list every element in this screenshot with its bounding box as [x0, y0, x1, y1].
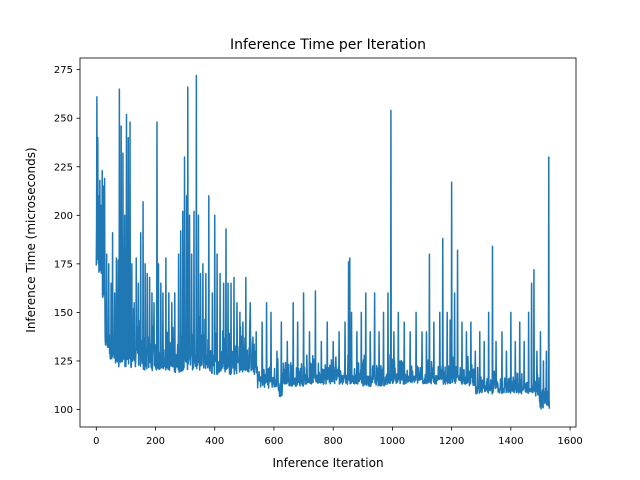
axes-layer: 0 200 400 600 800 1000 1200 1400 1600 100 125 150 17… — [54, 57, 583, 447]
x-tick-label: 1400 — [498, 436, 523, 447]
plot-layer — [95, 74, 551, 410]
y-tick-label: 125 — [54, 356, 73, 367]
y-tick-label: 275 — [54, 65, 73, 76]
axes-frame — [79, 57, 577, 428]
x-tick-label: 1600 — [557, 436, 582, 447]
y-axis-label: Inference Time (microseconds) — [24, 147, 38, 332]
y-tick-label: 150 — [54, 308, 73, 319]
x-tick-label: 800 — [324, 436, 343, 447]
x-tick-label: 600 — [264, 436, 283, 447]
x-tick-label: 1200 — [439, 436, 464, 447]
x-tick-label: 400 — [205, 436, 224, 447]
x-axis-label: Inference Iteration — [272, 456, 383, 470]
y-tick-label: 200 — [54, 211, 73, 222]
series-line — [95, 74, 551, 410]
y-tick-label: 175 — [54, 259, 73, 270]
x-tick-label: 200 — [146, 436, 165, 447]
y-tick-label: 250 — [54, 114, 73, 125]
x-tick-label: 1000 — [380, 436, 405, 447]
y-tick-label: 225 — [54, 162, 73, 173]
x-tick-label: 0 — [93, 436, 99, 447]
y-tick-label: 100 — [54, 405, 73, 416]
chart-title: Inference Time per Iteration — [230, 37, 426, 53]
